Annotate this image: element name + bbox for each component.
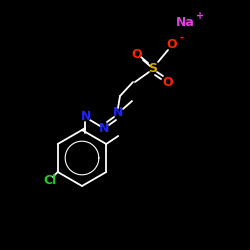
- Text: S: S: [148, 62, 158, 74]
- Text: Na: Na: [176, 16, 195, 28]
- Text: O: O: [132, 48, 142, 60]
- Text: O: O: [163, 76, 173, 88]
- Text: N: N: [113, 106, 123, 120]
- Text: O: O: [167, 38, 177, 52]
- Text: Cl: Cl: [43, 174, 57, 186]
- Text: N: N: [99, 122, 109, 134]
- Text: +: +: [196, 11, 204, 21]
- Text: N: N: [81, 110, 91, 124]
- Text: -: -: [180, 33, 184, 43]
